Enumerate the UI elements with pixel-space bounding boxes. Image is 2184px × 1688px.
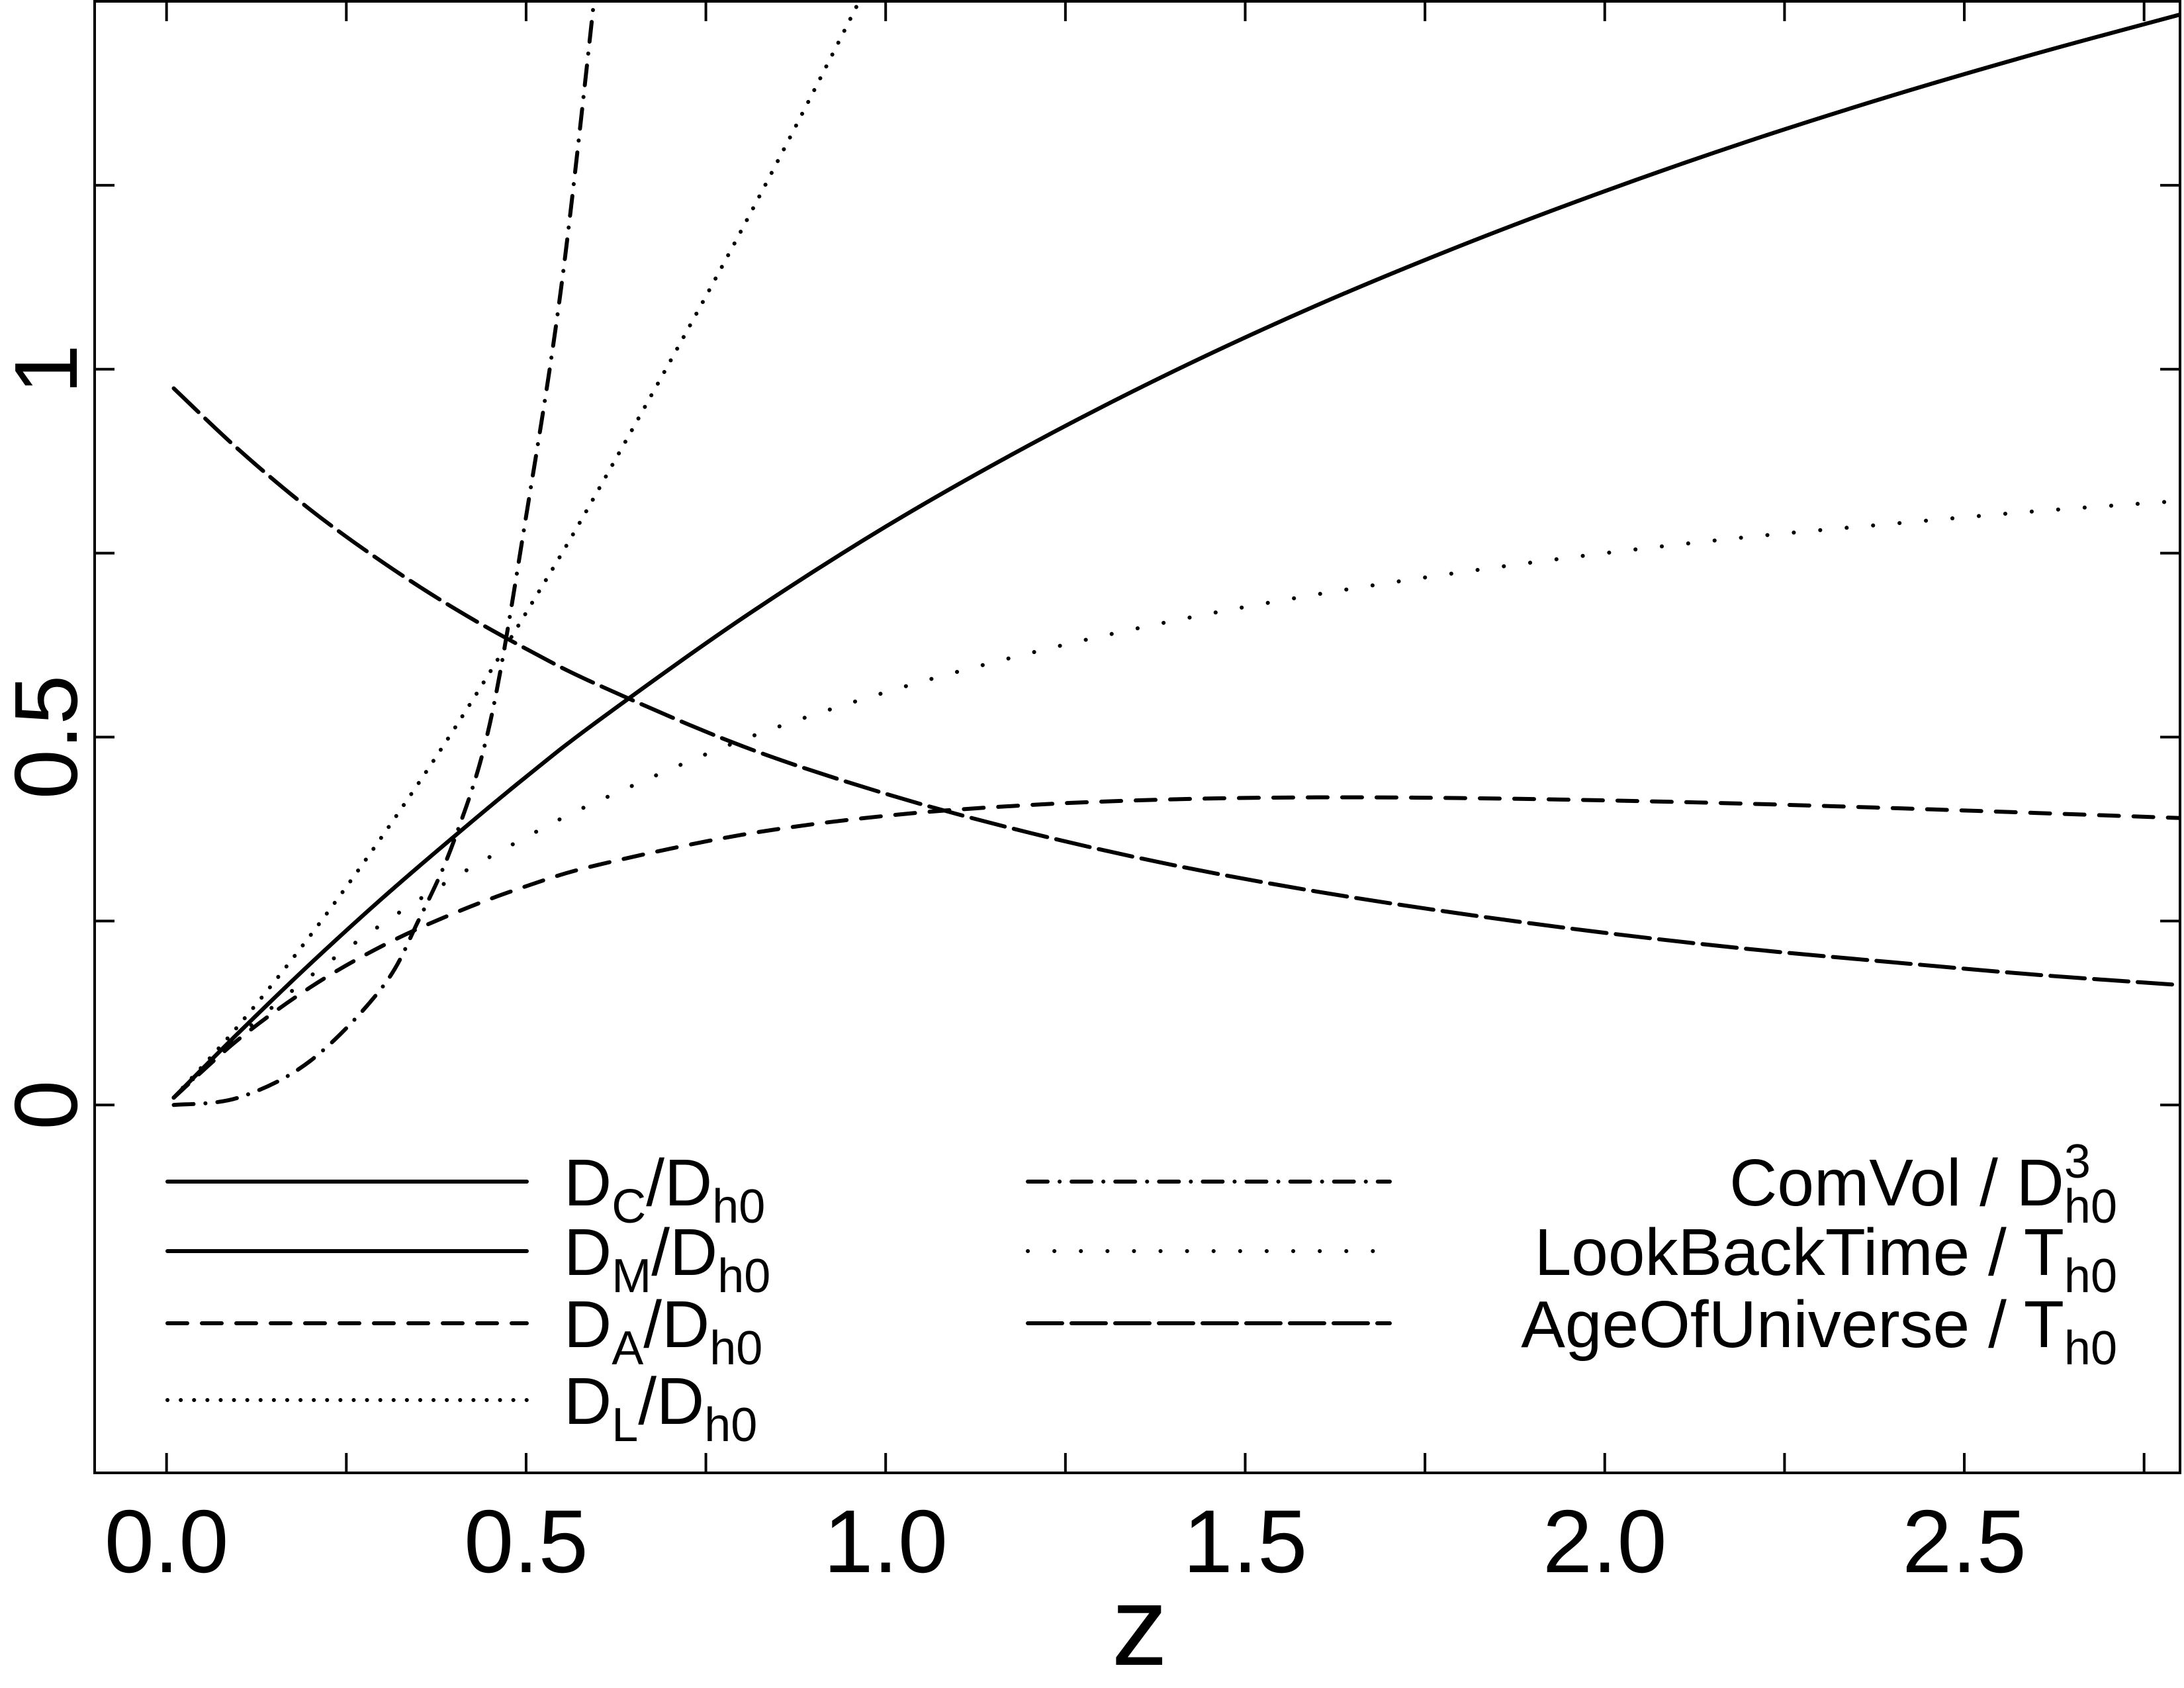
series-line [171, 13, 2180, 1100]
y-tick-label: 0 [0, 1080, 96, 1130]
legend-text-part: ComVol / D [1729, 1146, 2064, 1220]
legend-label: DC/Dh0 [564, 1146, 765, 1233]
series-line [171, 498, 2180, 1100]
legend-text-part: AgeOfUniverse / T [1521, 1288, 2064, 1362]
legend-text-part: D [564, 1215, 612, 1289]
legend-text-part: h0 [2064, 1250, 2117, 1303]
y-tick-label: 1 [0, 344, 96, 394]
x-tick-label: 1.0 [823, 1491, 948, 1591]
legend-text-part: h0 [704, 1399, 757, 1452]
legend-text-part: /D [643, 1288, 709, 1362]
legend-text-part: D [564, 1288, 612, 1362]
legend-text-part: /D [638, 1364, 704, 1438]
legend-label: DL/Dh0 [564, 1364, 757, 1452]
series-line [171, 386, 2180, 988]
legend-label: DA/Dh0 [564, 1288, 762, 1375]
series-line [171, 13, 2180, 1100]
legend-text-part: L [612, 1399, 638, 1452]
legend-text-part: h0 [712, 1180, 765, 1233]
x-tick-label: 0.5 [464, 1491, 588, 1591]
legend-text-part: h0 [709, 1322, 762, 1375]
x-tick-label: 1.5 [1183, 1491, 1308, 1591]
x-tick-label: 0.0 [105, 1491, 229, 1591]
legend-text-part: h0 [2064, 1322, 2117, 1375]
legend-text-part: h0 [2064, 1180, 2117, 1233]
x-axis-label: z [1112, 1564, 1168, 1688]
series-line [171, 1, 596, 1107]
series-line [171, 1, 862, 1100]
legend-text-part: /D [651, 1215, 717, 1289]
legend-text-part: /D [646, 1146, 712, 1220]
x-tick-label: 2.5 [1902, 1491, 2026, 1591]
legend-text-part: 3 [2064, 1135, 2091, 1188]
legend-label: DM/Dh0 [564, 1215, 770, 1303]
legend-text-part: D [564, 1146, 612, 1220]
legend-text-part: M [612, 1250, 651, 1303]
x-tick-label: 2.0 [1543, 1491, 1667, 1591]
legend-text-part: D [564, 1364, 612, 1438]
series-line [171, 795, 2180, 1100]
legend-label: AgeOfUniverse / Th0 [1521, 1288, 2117, 1375]
legend-text-part: LookBackTime / T [1535, 1215, 2064, 1289]
legend-label: ComVol / D3 h0 [1729, 1135, 2117, 1233]
legend-label: LookBackTime / Th0 [1535, 1215, 2117, 1303]
legend-text-part: A [612, 1322, 643, 1375]
legend-text-part: h0 [717, 1250, 770, 1303]
plot-area [171, 1, 2180, 1107]
y-tick-label: 0.5 [0, 675, 96, 800]
legend-text-part: C [612, 1180, 646, 1233]
